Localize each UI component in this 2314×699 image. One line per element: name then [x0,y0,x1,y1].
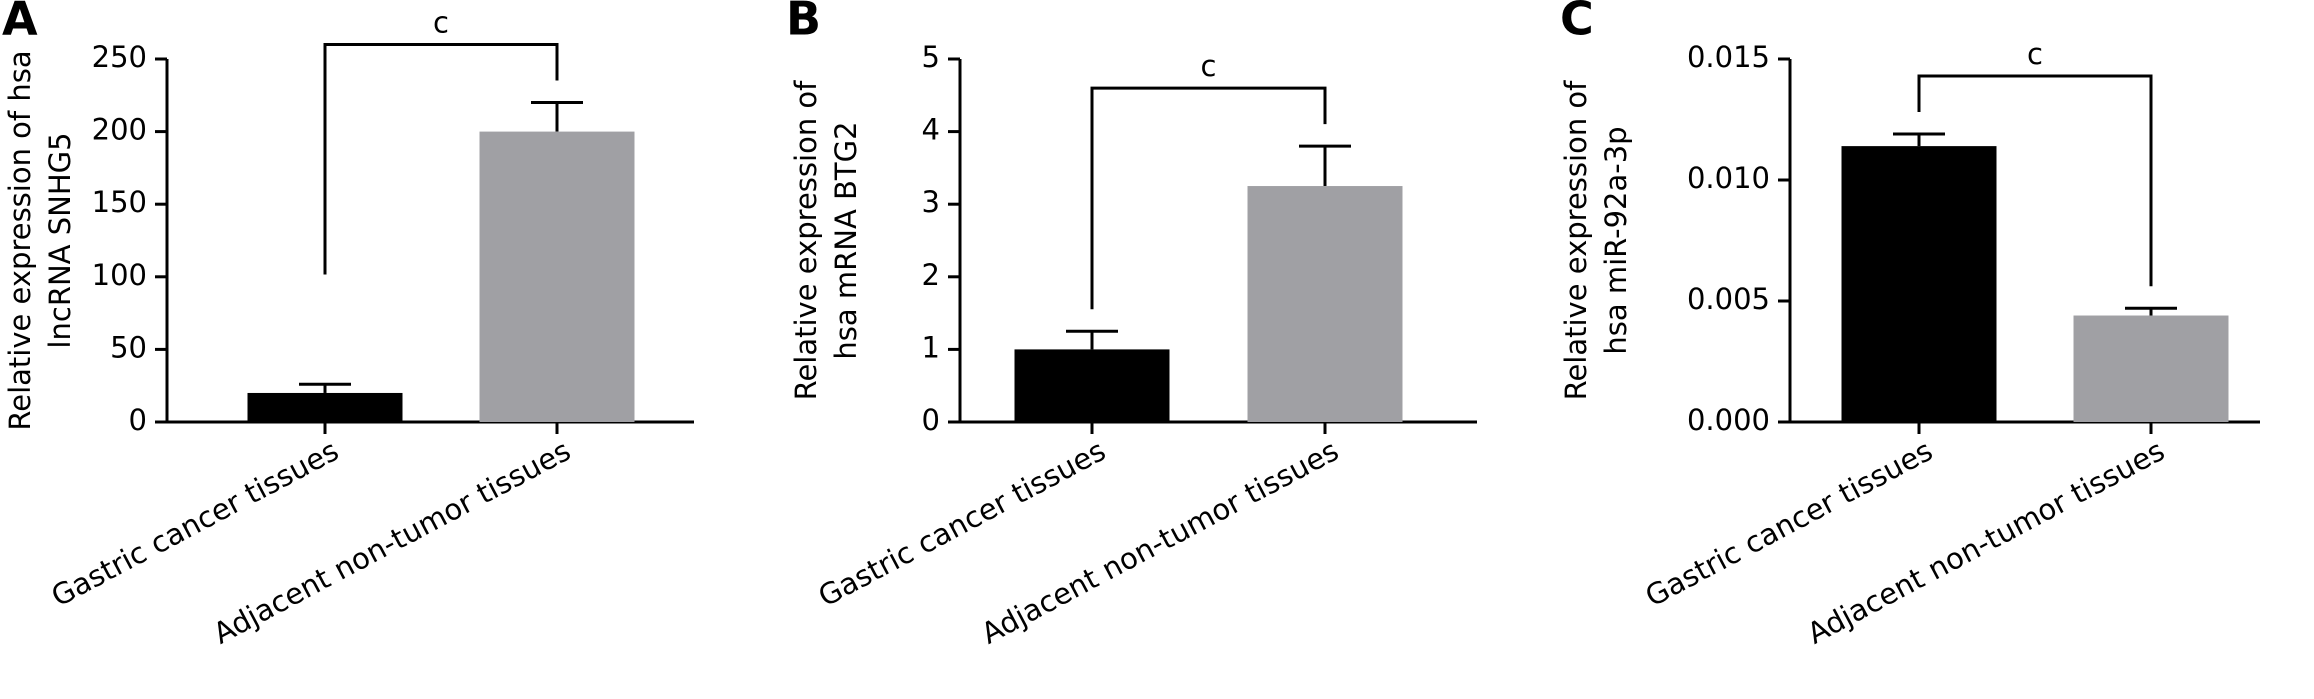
significance-label: c [2027,37,2043,71]
y-tick-label: 200 [92,113,147,147]
y-tick-label: 0.005 [1687,282,1770,316]
y-axis-title: lncRNA SNHG5 [43,132,77,348]
bar [1247,186,1403,422]
y-tick-label: 150 [92,185,147,219]
y-tick-label: 4 [922,113,940,147]
y-tick-label: 250 [92,40,147,74]
y-tick-label: 100 [92,258,147,292]
y-axis-title: hsa mRNA BTG2 [829,121,863,359]
y-tick-label: 0.010 [1687,161,1770,195]
y-axis-title: Relative expression of [1559,80,1593,401]
significance-label: c [1201,49,1217,83]
significance-bracket [1090,86,1327,310]
panel-label: A [2,0,38,46]
bar [1841,146,1997,422]
panel-label: C [1560,0,1594,46]
x-tick-label: Adjacent non-tumor tissues [208,433,576,650]
y-tick-label: 0 [922,403,940,437]
y-tick-label: 50 [110,330,147,364]
y-axis-title: Relative expression of [789,80,823,401]
y-tick-label: 5 [922,40,940,74]
x-tick-label: Adjacent non-tumor tissues [976,433,1344,650]
bar [1014,349,1170,422]
x-tick-label: Adjacent non-tumor tissues [1802,433,2170,650]
significance-bracket [1917,74,2153,287]
y-tick-label: 1 [922,330,940,364]
y-tick-label: 0 [129,403,147,437]
panel-label: B [786,0,821,46]
bar [2073,315,2229,422]
y-tick-label: 2 [922,258,940,292]
y-tick-label: 0.015 [1687,40,1770,74]
significance-bracket [323,43,559,275]
bar [479,131,635,422]
y-axis-title: Relative expression of hsa [3,50,37,430]
significance-label: c [433,6,449,40]
y-axis-title: hsa miR-92a-3p [1599,126,1633,354]
chart-panel: B Relative expression of hsa mRNA BTG2 0 1 2 3… [786,0,1477,651]
chart-panel: A Relative expression of hsa lncRNA SNHG5 0… [2,0,694,651]
y-tick-label: 0.000 [1687,403,1770,437]
chart-panel: C Relative expression of hsa miR-92a-3p 0.0… [1559,0,2260,651]
bar [247,392,403,422]
y-tick-label: 3 [922,185,940,219]
